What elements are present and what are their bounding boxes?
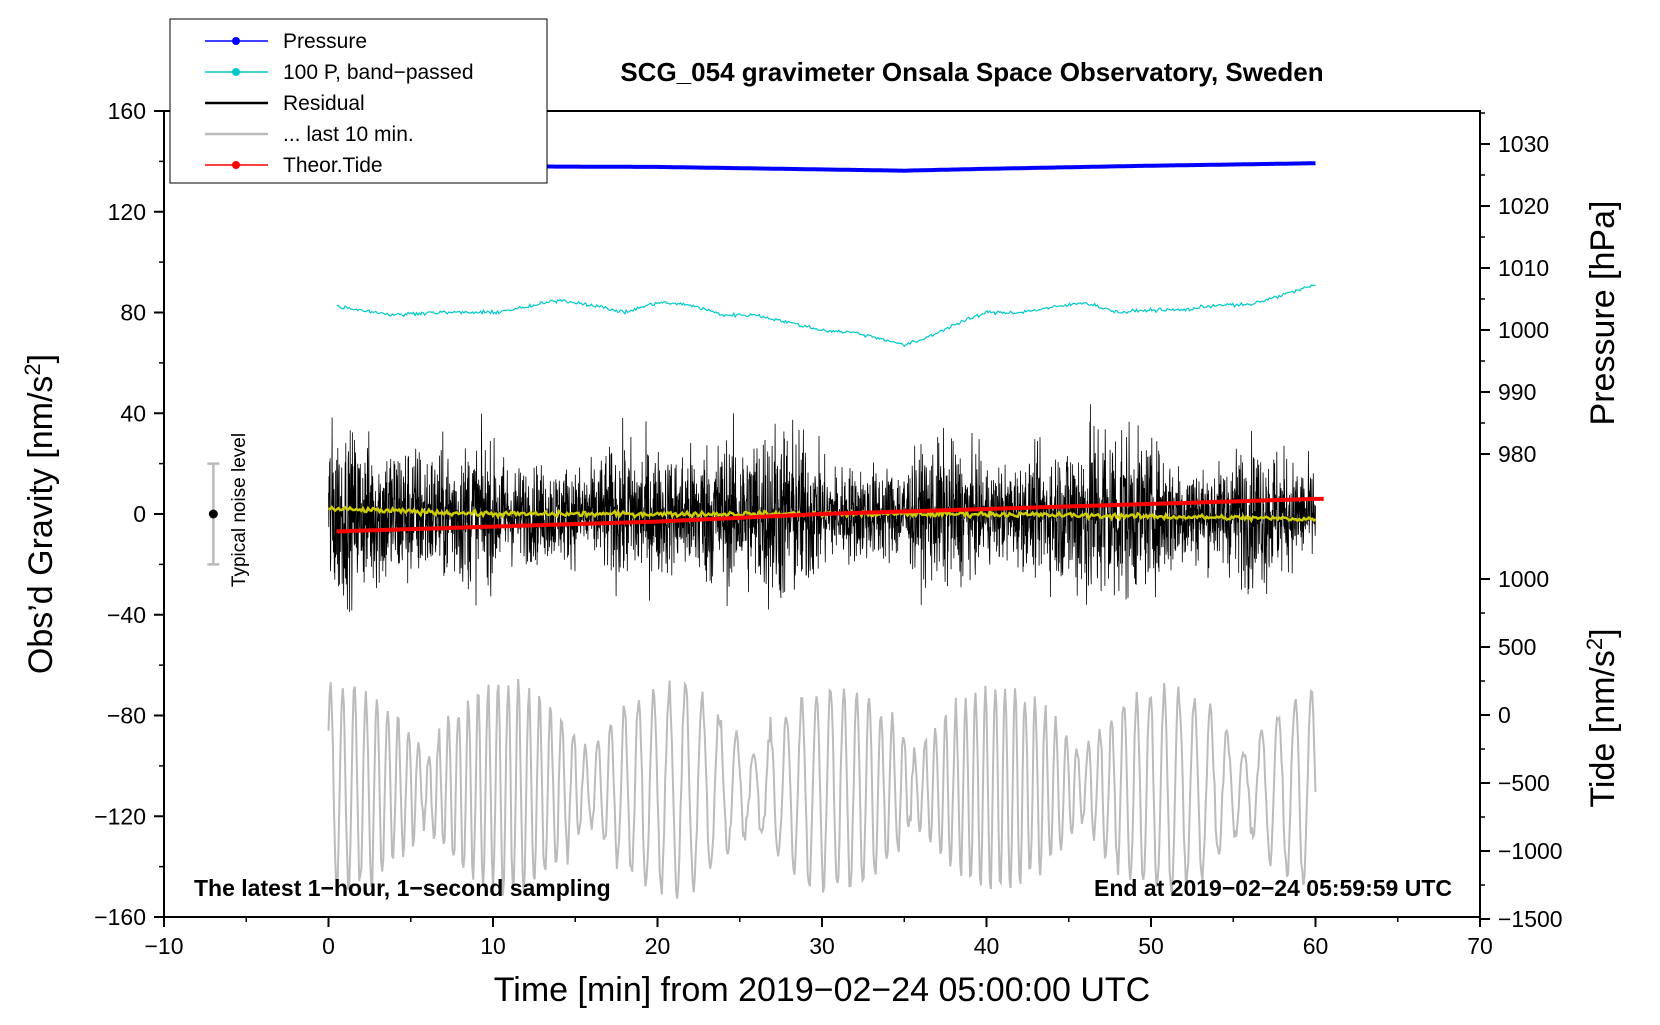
x-tick-label: 40	[974, 933, 1000, 959]
x-tick-label: 30	[809, 933, 835, 959]
tide-series-layer	[336, 496, 1324, 534]
noise-label: Typical noise level	[229, 433, 250, 587]
y-tick-label: 40	[120, 400, 146, 426]
tide-tick-label: 500	[1498, 634, 1536, 660]
legend-swatch-marker	[232, 37, 240, 45]
legend-label: ... last 10 min.	[283, 123, 414, 146]
legend-label: 100 P, band−passed	[283, 61, 474, 84]
legend-label: Residual	[283, 92, 365, 115]
tide-tick-label: −1000	[1498, 838, 1563, 864]
last10-series-layer	[327, 678, 1317, 899]
pressure-tick-label: 980	[1498, 441, 1536, 467]
pressure-tick-label: 990	[1498, 379, 1536, 405]
x-tick-label: 10	[480, 933, 506, 959]
legend-box	[169, 18, 548, 184]
tide-tick-label: 1000	[1498, 566, 1549, 592]
residual-line	[328, 404, 1316, 612]
running-mean-line	[328, 505, 1317, 524]
y-axis-title-pressure: Pressure [hPa]	[1584, 201, 1622, 426]
x-axis-title: Time [min] from 2019−02−24 05:00:00 UTC	[494, 971, 1150, 1009]
x-tick-label: 50	[1138, 933, 1164, 959]
bandpassed-series-layer	[336, 284, 1316, 348]
y-tick-label: 80	[120, 300, 146, 326]
y-axis-title-tide: Tide [nm/s2]	[1582, 628, 1623, 807]
last10-line	[327, 678, 1317, 899]
pressure-tick-label: 1020	[1498, 193, 1549, 219]
legend: Pressure 100 P, band−passed Residual ... la…	[169, 18, 548, 184]
tide-line	[336, 496, 1324, 534]
end-time-note: End at 2019−02−24 05:59:59 UTC	[1094, 875, 1452, 901]
x-tick-label: 70	[1467, 933, 1493, 959]
legend-swatch-marker	[232, 161, 240, 169]
sampling-note: The latest 1−hour, 1−second sampling	[194, 875, 611, 901]
y-axis-title-left: Obs’d Gravity [nm/s2]	[20, 354, 61, 674]
axis-ticks	[154, 110, 1490, 927]
y-tick-label: 0	[133, 501, 146, 527]
running-mean-layer	[328, 505, 1317, 524]
pressure-tick-label: 1010	[1498, 255, 1549, 281]
x-tick-label: 0	[322, 933, 335, 959]
pressure-tick-label: 1000	[1498, 317, 1549, 343]
axis-tick-labels: −10 0 10 20 30 40 50 60 70−160−120−80−4004080120…	[94, 98, 1562, 959]
x-tick-label: 60	[1303, 933, 1329, 959]
pressure-tick-label: 1030	[1498, 131, 1549, 157]
y-tick-label: 120	[108, 199, 146, 225]
legend-label: Theor.Tide	[283, 154, 383, 177]
y-tick-label: −120	[94, 803, 146, 829]
y-tick-label: −40	[107, 602, 146, 628]
legend-label: Pressure	[283, 30, 367, 53]
x-tick-label: −10	[144, 933, 183, 959]
y-tick-label: −160	[94, 904, 146, 930]
y-tick-label: −80	[107, 703, 146, 729]
chart-title: SCG_054 gravimeter Onsala Space Observat…	[620, 57, 1323, 87]
residual-series-layer	[328, 404, 1316, 612]
noise-dot	[208, 509, 218, 519]
y-tick-label: 160	[108, 98, 146, 124]
tide-tick-label: −500	[1498, 770, 1550, 796]
tide-tick-label: 0	[1498, 702, 1511, 728]
x-tick-label: 20	[645, 933, 671, 959]
legend-swatch-marker	[232, 68, 240, 76]
tide-tick-label: −1500	[1498, 906, 1563, 932]
noise-indicator	[207, 462, 220, 566]
bandpassed-line	[336, 284, 1316, 348]
